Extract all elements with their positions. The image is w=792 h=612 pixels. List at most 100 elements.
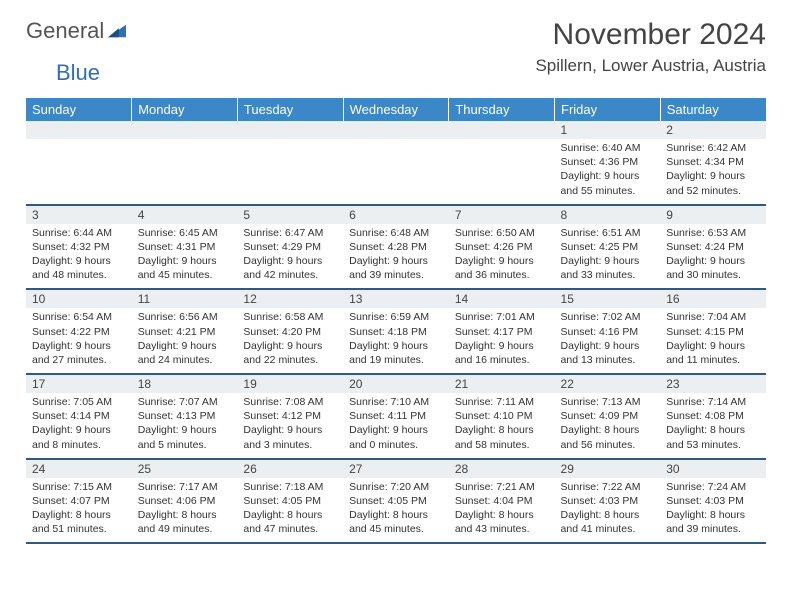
day-cell: Sunrise: 6:51 AMSunset: 4:25 PMDaylight:…: [555, 224, 661, 290]
sunset-line: Sunset: 4:26 PM: [455, 240, 549, 254]
day-cell: Sunrise: 6:44 AMSunset: 4:32 PMDaylight:…: [26, 224, 132, 290]
day-body: Sunrise: 7:17 AMSunset: 4:06 PMDaylight:…: [132, 478, 238, 543]
day-cell: Sunrise: 6:58 AMSunset: 4:20 PMDaylight:…: [237, 308, 343, 374]
calendar-table: Sunday Monday Tuesday Wednesday Thursday…: [26, 98, 766, 544]
sunrise-line: Sunrise: 6:42 AM: [666, 141, 760, 155]
sunrise-line: Sunrise: 7:18 AM: [243, 480, 337, 494]
sunset-line: Sunset: 4:03 PM: [666, 494, 760, 508]
day-body: Sunrise: 7:10 AMSunset: 4:11 PMDaylight:…: [343, 393, 449, 458]
sunset-line: Sunset: 4:06 PM: [138, 494, 232, 508]
day-number: 9: [660, 205, 766, 224]
day-body: Sunrise: 7:18 AMSunset: 4:05 PMDaylight:…: [237, 478, 343, 543]
day-cell: Sunrise: 7:07 AMSunset: 4:13 PMDaylight:…: [132, 393, 238, 459]
sunset-line: Sunset: 4:31 PM: [138, 240, 232, 254]
sunrise-line: Sunrise: 7:07 AM: [138, 395, 232, 409]
sunrise-line: Sunrise: 7:04 AM: [666, 310, 760, 324]
day-cell: [237, 139, 343, 205]
day-number: 8: [555, 205, 661, 224]
day-body: Sunrise: 7:04 AMSunset: 4:15 PMDaylight:…: [660, 308, 766, 373]
weekday-header: Monday: [132, 98, 238, 121]
day-number: 7: [449, 205, 555, 224]
day-cell: Sunrise: 7:10 AMSunset: 4:11 PMDaylight:…: [343, 393, 449, 459]
day-body: Sunrise: 7:21 AMSunset: 4:04 PMDaylight:…: [449, 478, 555, 543]
sunset-line: Sunset: 4:17 PM: [455, 325, 549, 339]
sunrise-line: Sunrise: 7:17 AM: [138, 480, 232, 494]
day-body: Sunrise: 6:59 AMSunset: 4:18 PMDaylight:…: [343, 308, 449, 373]
day-body: Sunrise: 7:08 AMSunset: 4:12 PMDaylight:…: [237, 393, 343, 458]
sunset-line: Sunset: 4:10 PM: [455, 409, 549, 423]
day-number: [343, 121, 449, 139]
daylight-line: Daylight: 8 hours and 51 minutes.: [32, 508, 126, 536]
sunrise-line: Sunrise: 6:54 AM: [32, 310, 126, 324]
daynum-row: 24252627282930: [26, 459, 766, 478]
sunrise-line: Sunrise: 7:24 AM: [666, 480, 760, 494]
sunset-line: Sunset: 4:18 PM: [349, 325, 443, 339]
day-cell: Sunrise: 6:48 AMSunset: 4:28 PMDaylight:…: [343, 224, 449, 290]
brand-logo: General: [26, 18, 128, 44]
sunset-line: Sunset: 4:03 PM: [561, 494, 655, 508]
day-body: Sunrise: 7:13 AMSunset: 4:09 PMDaylight:…: [555, 393, 661, 458]
day-number: 15: [555, 289, 661, 308]
day-cell: Sunrise: 6:56 AMSunset: 4:21 PMDaylight:…: [132, 308, 238, 374]
day-body: Sunrise: 6:56 AMSunset: 4:21 PMDaylight:…: [132, 308, 238, 373]
daylight-line: Daylight: 9 hours and 39 minutes.: [349, 254, 443, 282]
sunset-line: Sunset: 4:05 PM: [243, 494, 337, 508]
day-cell: Sunrise: 7:15 AMSunset: 4:07 PMDaylight:…: [26, 478, 132, 544]
daylight-line: Daylight: 9 hours and 42 minutes.: [243, 254, 337, 282]
sunset-line: Sunset: 4:24 PM: [666, 240, 760, 254]
sunrise-line: Sunrise: 7:15 AM: [32, 480, 126, 494]
daylight-line: Daylight: 8 hours and 53 minutes.: [666, 423, 760, 451]
day-body: Sunrise: 7:07 AMSunset: 4:13 PMDaylight:…: [132, 393, 238, 458]
brand-part1: General: [26, 18, 104, 44]
brand-triangle-icon: [108, 24, 126, 38]
sunset-line: Sunset: 4:22 PM: [32, 325, 126, 339]
day-number: 20: [343, 374, 449, 393]
sunrise-line: Sunrise: 6:44 AM: [32, 226, 126, 240]
sunset-line: Sunset: 4:32 PM: [32, 240, 126, 254]
brand-part2: Blue: [56, 60, 100, 85]
week-row: Sunrise: 6:40 AMSunset: 4:36 PMDaylight:…: [26, 139, 766, 205]
sunrise-line: Sunrise: 6:45 AM: [138, 226, 232, 240]
day-body: Sunrise: 6:51 AMSunset: 4:25 PMDaylight:…: [555, 224, 661, 289]
day-cell: Sunrise: 6:42 AMSunset: 4:34 PMDaylight:…: [660, 139, 766, 205]
weekday-header: Tuesday: [237, 98, 343, 121]
sunrise-line: Sunrise: 7:13 AM: [561, 395, 655, 409]
weekday-header: Friday: [555, 98, 661, 121]
day-cell: Sunrise: 7:24 AMSunset: 4:03 PMDaylight:…: [660, 478, 766, 544]
daylight-line: Daylight: 9 hours and 24 minutes.: [138, 339, 232, 367]
day-number: 1: [555, 121, 661, 139]
daylight-line: Daylight: 8 hours and 41 minutes.: [561, 508, 655, 536]
sunrise-line: Sunrise: 7:08 AM: [243, 395, 337, 409]
day-body: Sunrise: 6:48 AMSunset: 4:28 PMDaylight:…: [343, 224, 449, 289]
daynum-row: 17181920212223: [26, 374, 766, 393]
day-cell: Sunrise: 7:05 AMSunset: 4:14 PMDaylight:…: [26, 393, 132, 459]
daylight-line: Daylight: 8 hours and 39 minutes.: [666, 508, 760, 536]
daylight-line: Daylight: 9 hours and 27 minutes.: [32, 339, 126, 367]
sunset-line: Sunset: 4:28 PM: [349, 240, 443, 254]
day-body: Sunrise: 6:54 AMSunset: 4:22 PMDaylight:…: [26, 308, 132, 373]
day-body: Sunrise: 7:22 AMSunset: 4:03 PMDaylight:…: [555, 478, 661, 543]
week-row: Sunrise: 7:05 AMSunset: 4:14 PMDaylight:…: [26, 393, 766, 459]
daylight-line: Daylight: 9 hours and 45 minutes.: [138, 254, 232, 282]
sunset-line: Sunset: 4:09 PM: [561, 409, 655, 423]
sunrise-line: Sunrise: 7:02 AM: [561, 310, 655, 324]
day-number: 25: [132, 459, 238, 478]
sunrise-line: Sunrise: 6:40 AM: [561, 141, 655, 155]
daylight-line: Daylight: 9 hours and 11 minutes.: [666, 339, 760, 367]
day-number: 28: [449, 459, 555, 478]
day-cell: Sunrise: 6:50 AMSunset: 4:26 PMDaylight:…: [449, 224, 555, 290]
daylight-line: Daylight: 9 hours and 36 minutes.: [455, 254, 549, 282]
daylight-line: Daylight: 9 hours and 22 minutes.: [243, 339, 337, 367]
daylight-line: Daylight: 8 hours and 47 minutes.: [243, 508, 337, 536]
day-body: Sunrise: 6:50 AMSunset: 4:26 PMDaylight:…: [449, 224, 555, 289]
daylight-line: Daylight: 9 hours and 33 minutes.: [561, 254, 655, 282]
day-number: 12: [237, 289, 343, 308]
sunset-line: Sunset: 4:21 PM: [138, 325, 232, 339]
daylight-line: Daylight: 9 hours and 19 minutes.: [349, 339, 443, 367]
sunrise-line: Sunrise: 6:53 AM: [666, 226, 760, 240]
day-cell: Sunrise: 7:13 AMSunset: 4:09 PMDaylight:…: [555, 393, 661, 459]
daylight-line: Daylight: 9 hours and 16 minutes.: [455, 339, 549, 367]
day-number: 2: [660, 121, 766, 139]
month-title: November 2024: [535, 18, 766, 52]
day-number: 13: [343, 289, 449, 308]
